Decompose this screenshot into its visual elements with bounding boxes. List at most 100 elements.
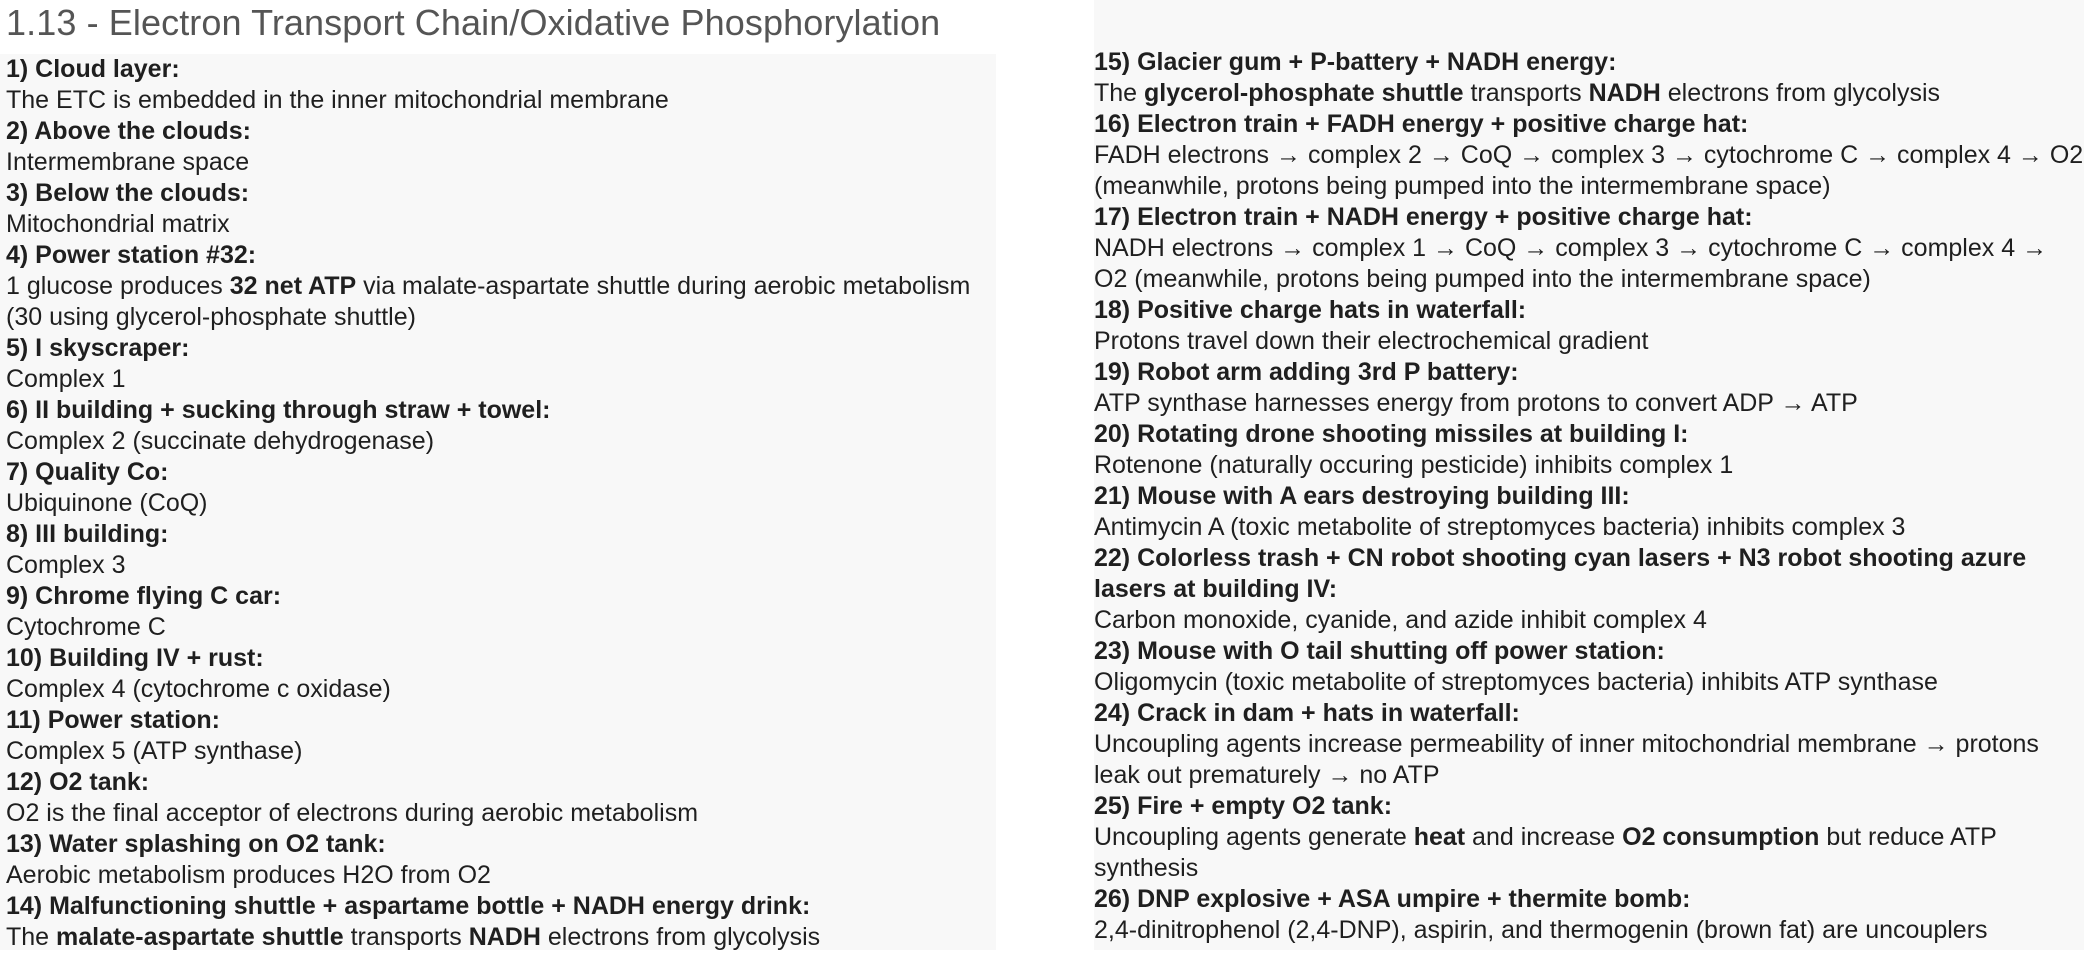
text-segment: Complex 2 (succinate dehydrogenase) [6, 427, 435, 455]
text-segment: Cytochrome C [6, 613, 166, 641]
text-segment: Rotenone (naturally occuring pesticide) … [1094, 451, 1734, 479]
mnemonic-heading: 6) II building + sucking through straw +… [6, 396, 551, 424]
mnemonic-heading: 9) Chrome flying C car: [6, 582, 282, 610]
text-segment: Uncoupling agents generate [1094, 823, 1414, 851]
mnemonic-item: 14) Malfunctioning shuttle + aspartame b… [6, 891, 996, 953]
mnemonic-explanation: The malate-aspartate shuttle transports … [6, 922, 996, 953]
left-item-list: 1) Cloud layer: The ETC is embedded in th… [6, 54, 996, 953]
mnemonic-explanation: Oligomycin (toxic metabolite of streptom… [1094, 667, 2084, 698]
mnemonic-item: 8) III building: Complex 3 [6, 519, 996, 581]
bold-term: NADH [468, 923, 541, 951]
text-segment: FADH electrons → complex 2 → CoQ → compl… [1094, 141, 2084, 200]
mnemonic-explanation: Intermembrane space [6, 147, 996, 178]
mnemonic-heading: 10) Building IV + rust: [6, 644, 264, 672]
mnemonic-explanation: Complex 1 [6, 364, 996, 395]
mnemonic-explanation: Complex 3 [6, 550, 996, 581]
text-segment: electrons from glycolysis [540, 923, 821, 951]
mnemonic-item: 5) I skyscraper: Complex 1 [6, 333, 996, 395]
bold-term: heat [1413, 823, 1466, 851]
mnemonic-heading: 2) Above the clouds: [6, 117, 251, 145]
bold-term: 32 net ATP [229, 272, 357, 300]
text-segment: The [1094, 79, 1145, 107]
text-segment: via malate-aspartate shuttle during aero… [6, 272, 971, 331]
mnemonic-explanation: Protons travel down their electrochemica… [1094, 326, 2084, 357]
text-segment: Aerobic metabolism produces H2O from O2 [6, 861, 491, 889]
mnemonic-explanation: Cytochrome C [6, 612, 996, 643]
mnemonic-heading: 21) Mouse with A ears destroying buildin… [1094, 482, 1630, 510]
mnemonic-heading: 23) Mouse with O tail shutting off power… [1094, 637, 1665, 665]
text-segment: Complex 1 [6, 365, 126, 393]
bold-term: O2 consumption [1622, 823, 1820, 851]
mnemonic-item: 3) Below the clouds: Mitochondrial matrix [6, 178, 996, 240]
mnemonic-explanation: Uncoupling agents generate heat and incr… [1094, 822, 2084, 884]
text-segment: transports [343, 923, 469, 951]
mnemonic-item: 12) O2 tank: O2 is the final acceptor of … [6, 767, 996, 829]
mnemonic-explanation: ATP synthase harnesses energy from proto… [1094, 388, 2084, 419]
text-segment: Ubiquinone (CoQ) [6, 489, 208, 517]
mnemonic-heading: 8) III building: [6, 520, 169, 548]
mnemonic-heading: 26) DNP explosive + ASA umpire + thermit… [1094, 885, 1691, 913]
text-segment: Complex 5 (ATP synthase) [6, 737, 303, 765]
mnemonic-heading: 22) Colorless trash + CN robot shooting … [1094, 544, 2027, 603]
text-segment: Mitochondrial matrix [6, 210, 230, 238]
mnemonic-explanation: 2,4-dinitrophenol (2,4-DNP), aspirin, an… [1094, 915, 2084, 946]
page-title: 1.13 - Electron Transport Chain/Oxidativ… [6, 2, 941, 43]
text-segment: 1 glucose produces [6, 272, 230, 300]
text-segment: Carbon monoxide, cyanide, and azide inhi… [1094, 606, 1707, 634]
right-item-list: 15) Glacier gum + P-battery + NADH energ… [1094, 47, 2084, 946]
text-segment: Antimycin A (toxic metabolite of strepto… [1094, 513, 1906, 541]
mnemonic-heading: 25) Fire + empty O2 tank: [1094, 792, 1393, 820]
mnemonic-item: 18) Positive charge hats in waterfall: Pr… [1094, 295, 2084, 357]
text-segment: and increase [1465, 823, 1623, 851]
bold-term: glycerol-phosphate shuttle [1144, 79, 1464, 107]
mnemonic-heading: 13) Water splashing on O2 tank: [6, 830, 386, 858]
mnemonic-heading: 20) Rotating drone shooting missiles at … [1094, 420, 1689, 448]
mnemonic-item: 9) Chrome flying C car: Cytochrome C [6, 581, 996, 643]
text-segment: ATP synthase harnesses energy from proto… [1094, 389, 1858, 417]
mnemonic-explanation: O2 is the final acceptor of electrons du… [6, 798, 996, 829]
text-segment: Complex 3 [6, 551, 126, 579]
mnemonic-item: 7) Quality Co: Ubiquinone (CoQ) [6, 457, 996, 519]
mnemonic-explanation: Complex 5 (ATP synthase) [6, 736, 996, 767]
mnemonic-item: 15) Glacier gum + P-battery + NADH energ… [1094, 47, 2084, 109]
mnemonic-heading: 5) I skyscraper: [6, 334, 190, 362]
mnemonic-item: 21) Mouse with A ears destroying buildin… [1094, 481, 2084, 543]
mnemonic-heading: 19) Robot arm adding 3rd P battery: [1094, 358, 1519, 386]
mnemonic-heading: 18) Positive charge hats in waterfall: [1094, 296, 1527, 324]
mnemonic-heading: 4) Power station #32: [6, 241, 257, 269]
left-column: 1) Cloud layer: The ETC is embedded in th… [0, 54, 996, 953]
mnemonic-heading: 16) Electron train + FADH energy + posit… [1094, 110, 1749, 138]
mnemonic-item: 10) Building IV + rust: Complex 4 (cytoch… [6, 643, 996, 705]
mnemonic-explanation: Ubiquinone (CoQ) [6, 488, 996, 519]
bold-term: NADH [1588, 79, 1661, 107]
text-segment: electrons from glycolysis [1660, 79, 1941, 107]
text-segment: Intermembrane space [6, 148, 250, 176]
mnemonic-explanation: Aerobic metabolism produces H2O from O2 [6, 860, 996, 891]
mnemonic-item: 25) Fire + empty O2 tank: Uncoupling agen… [1094, 791, 2084, 884]
mnemonic-explanation: FADH electrons → complex 2 → CoQ → compl… [1094, 140, 2084, 202]
mnemonic-heading: 11) Power station: [6, 706, 220, 734]
mnemonic-item: 1) Cloud layer: The ETC is embedded in th… [6, 54, 996, 116]
text-segment: Protons travel down their electrochemica… [1094, 327, 1649, 355]
text-segment: but reduce ATP synthesis [1094, 823, 1997, 882]
mnemonic-item: 23) Mouse with O tail shutting off power… [1094, 636, 2084, 698]
mnemonic-item: 19) Robot arm adding 3rd P battery: ATP s… [1094, 357, 2084, 419]
mnemonic-explanation: Rotenone (naturally occuring pesticide) … [1094, 450, 2084, 481]
mnemonic-item: 6) II building + sucking through straw +… [6, 395, 996, 457]
text-segment: NADH electrons → complex 1 → CoQ → compl… [1094, 234, 2048, 293]
mnemonic-explanation: The glycerol-phosphate shuttle transport… [1094, 78, 2084, 109]
mnemonic-heading: 1) Cloud layer: [6, 55, 180, 83]
mnemonic-explanation: Complex 4 (cytochrome c oxidase) [6, 674, 996, 705]
mnemonic-item: 22) Colorless trash + CN robot shooting … [1094, 543, 2084, 636]
mnemonic-item: 16) Electron train + FADH energy + posit… [1094, 109, 2084, 202]
right-column: 15) Glacier gum + P-battery + NADH energ… [1094, 0, 2084, 950]
text-segment: Uncoupling agents increase permeability … [1094, 730, 2039, 789]
mnemonic-item: 13) Water splashing on O2 tank: Aerobic m… [6, 829, 996, 891]
mnemonic-heading: 7) Quality Co: [6, 458, 169, 486]
mnemonic-explanation: Uncoupling agents increase permeability … [1094, 729, 2084, 791]
mnemonic-item: 11) Power station: Complex 5 (ATP synthas… [6, 705, 996, 767]
mnemonic-explanation: Carbon monoxide, cyanide, and azide inhi… [1094, 605, 2084, 636]
mnemonic-item: 20) Rotating drone shooting missiles at … [1094, 419, 2084, 481]
mnemonic-explanation: Complex 2 (succinate dehydrogenase) [6, 426, 996, 457]
mnemonic-item: 4) Power station #32: 1 glucose produces … [6, 240, 996, 333]
